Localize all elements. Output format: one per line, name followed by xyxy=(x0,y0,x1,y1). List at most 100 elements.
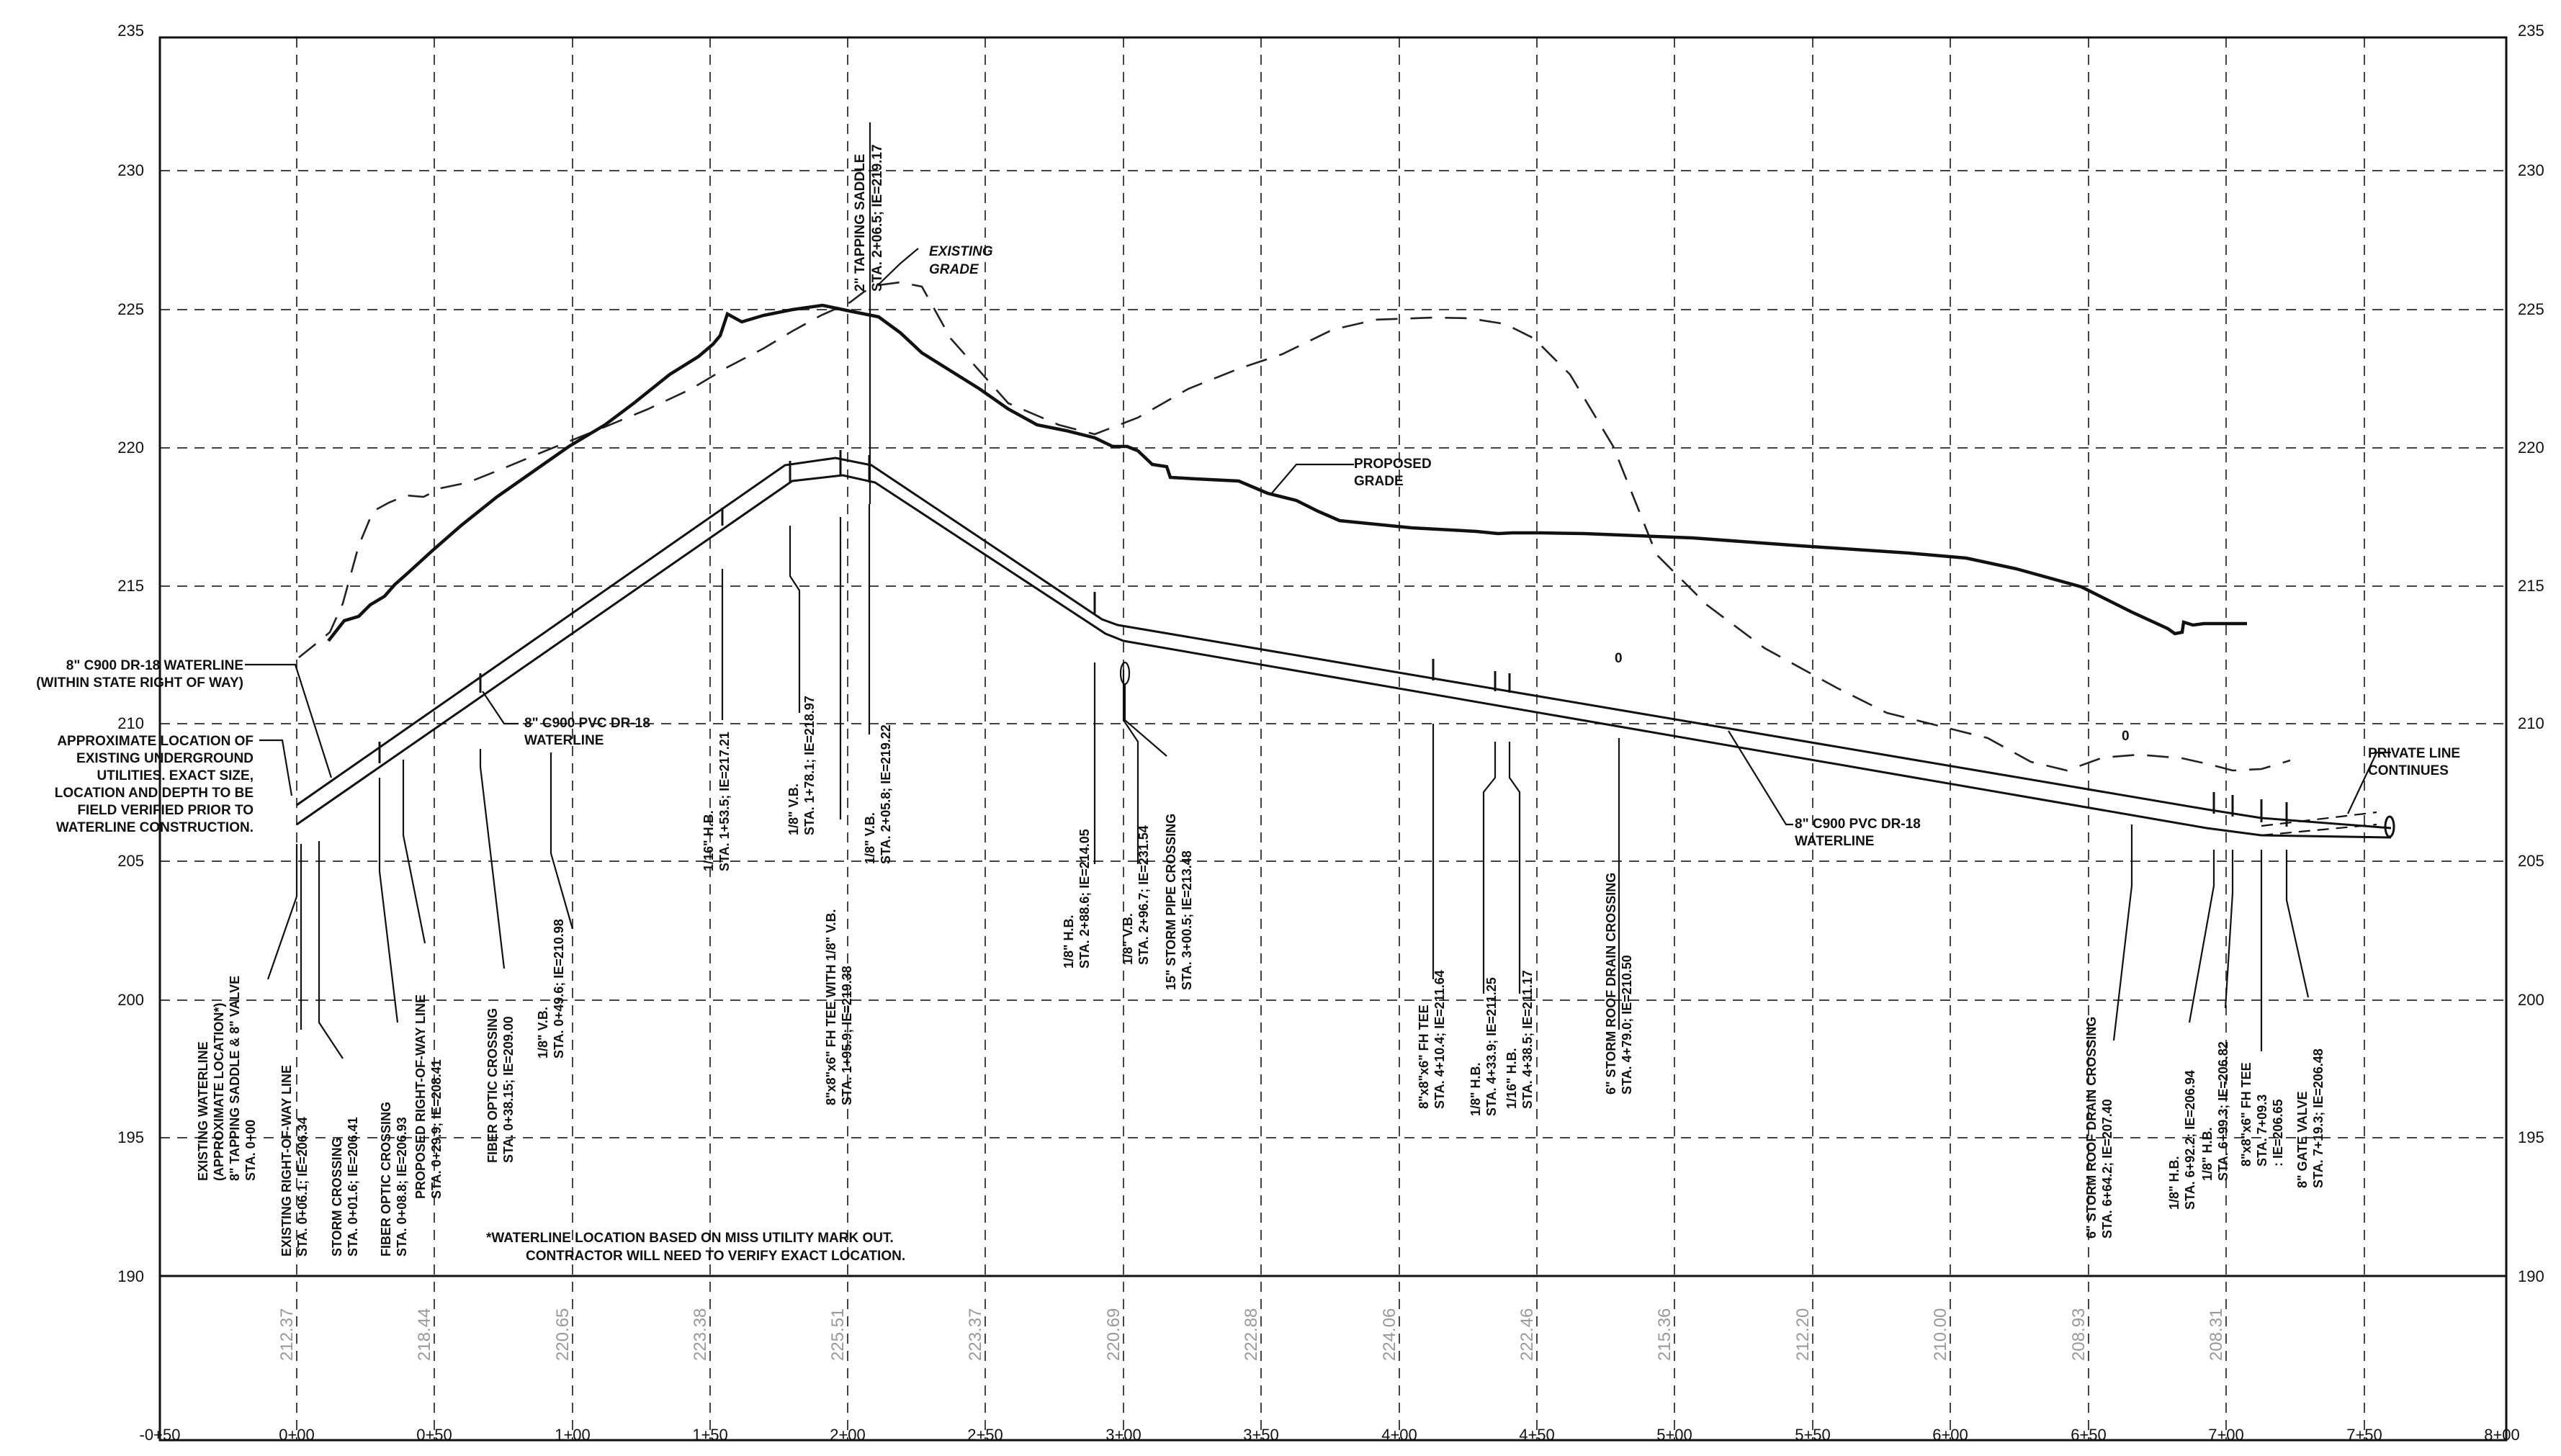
callout-roof-drain-1: 6" STORM ROOF DRAIN CROSSING STA. 4+79.0… xyxy=(1604,869,1634,1095)
grade-value: 222.88 xyxy=(1242,1308,1261,1361)
station-label: 7+00 xyxy=(2208,1426,2244,1444)
elev-label: 230 xyxy=(117,161,144,179)
elev-label: 215 xyxy=(2518,577,2544,595)
station-label: 1+50 xyxy=(692,1426,728,1444)
svg-text:CONTRACTOR WILL NEED TO VERIFY: CONTRACTOR WILL NEED TO VERIFY EXACT LOC… xyxy=(526,1249,905,1264)
proposed-waterline-pipe xyxy=(296,450,2395,839)
callout-hb-4339: 1/8" H.B. STA. 4+33.9; IE=211.25 xyxy=(1468,977,1499,1116)
svg-text:PROPOSED: PROPOSED xyxy=(1354,457,1432,472)
tapping-saddle-label: 2" TAPPING SADDLE STA. 2+06.5; IE=219.17 xyxy=(853,144,885,292)
callout-existing-waterline: EXISTING WATERLINE (APPROXIMATE LOCATION… xyxy=(196,972,258,1181)
callout-fiber-optic-2: FIBER OPTIC CROSSING STA. 0+38.15; IE=20… xyxy=(485,1005,516,1163)
grade-value: 212.20 xyxy=(1793,1308,1813,1361)
callout-vb-0496: 1/8" V.B. STA. 0+49.6; IE=210.98 xyxy=(536,919,566,1059)
grade-value: 223.37 xyxy=(966,1308,985,1361)
svg-text:(WITHIN STATE RIGHT OF WAY): (WITHIN STATE RIGHT OF WAY) xyxy=(36,675,243,691)
callout-existing-row: EXISTING RIGHT-OF-WAY LINE STA. 0+06.1; … xyxy=(279,1061,310,1257)
station-label: 6+00 xyxy=(1932,1426,1968,1444)
elev-label: 200 xyxy=(2518,991,2544,1009)
station-labels: -0+50 0+00 0+50 1+00 1+50 2+00 2+50 3+00… xyxy=(140,1426,2520,1444)
svg-text:FIELD VERIFIED PRIOR TO: FIELD VERIFIED PRIOR TO xyxy=(77,803,254,818)
right-elevation-labels: 235 230 225 220 215 210 205 200 195 190 xyxy=(2518,22,2544,1285)
grade-table-box xyxy=(158,1275,2508,1442)
callout-hb-1535: 1/16" H.B. STA. 1+53.5; IE=217.21 xyxy=(701,732,732,871)
elev-label: 220 xyxy=(2518,439,2544,457)
station-label: 3+00 xyxy=(1105,1426,1142,1444)
elev-label: 205 xyxy=(117,852,144,870)
grade-value: 208.93 xyxy=(2069,1308,2089,1361)
elev-label: 190 xyxy=(117,1267,144,1285)
existing-grade-values: 212.37 218.44 220.65 223.38 225.51 223.3… xyxy=(277,1308,2226,1361)
grade-value: 223.38 xyxy=(691,1308,710,1361)
callout-fh-tee-7093: 8"x8"x6" FH TEE STA. 7+09.3 : IE=206.65 xyxy=(2239,1059,2285,1167)
private-line-label: PRIVATE LINE CONTINUES xyxy=(2347,746,2460,814)
svg-text:CONTINUES: CONTINUES xyxy=(2368,763,2449,778)
station-label: 5+50 xyxy=(1795,1426,1831,1444)
svg-text:0: 0 xyxy=(1615,651,1623,666)
elev-label: 205 xyxy=(2518,852,2544,870)
elev-label: 230 xyxy=(2518,161,2544,179)
station-label: 0+00 xyxy=(279,1426,315,1444)
svg-text:8" C900 DR-18 WATERLINE: 8" C900 DR-18 WATERLINE xyxy=(66,658,243,673)
callout-fiber-optic-1: FIBER OPTIC CROSSING STA. 0+08.8; IE=206… xyxy=(379,1098,409,1257)
callout-roof-drain-2: 6" STORM ROOF DRAIN CROSSING STA. 6+64.2… xyxy=(2084,1013,2114,1239)
elev-label: 190 xyxy=(2518,1267,2544,1285)
svg-text:8" C900 PVC DR-18: 8" C900 PVC DR-18 xyxy=(1795,817,1921,832)
elev-label: 215 xyxy=(117,577,144,595)
elev-label: 235 xyxy=(117,22,144,40)
elev-label: 220 xyxy=(117,439,144,457)
svg-text:GRADE: GRADE xyxy=(1354,474,1404,489)
proposed-grade-line xyxy=(327,303,2247,642)
svg-text:UTILITIES. EXACT SIZE,: UTILITIES. EXACT SIZE, xyxy=(97,768,254,783)
station-label: 4+50 xyxy=(1519,1426,1555,1444)
station-label: 2+50 xyxy=(967,1426,1003,1444)
elev-label: 235 xyxy=(2518,22,2544,40)
grade-value: 218.44 xyxy=(415,1308,434,1361)
callout-fh-tee-4104: 8"x8"x6" FH TEE STA. 4+10.4; IE=211.64 xyxy=(1417,970,1447,1109)
grade-value: 225.51 xyxy=(828,1308,848,1361)
grade-value: 212.37 xyxy=(277,1308,297,1361)
elev-label: 195 xyxy=(2518,1128,2544,1146)
station-label: 8+00 xyxy=(2484,1426,2520,1444)
callout-hb-4385: 1/16" H.B. STA. 4+38.5; IE=211.17 xyxy=(1504,970,1535,1109)
elev-label: 195 xyxy=(117,1128,144,1146)
station-label: 2+00 xyxy=(830,1426,866,1444)
elev-label: 200 xyxy=(117,991,144,1009)
station-callouts: EXISTING WATERLINE (APPROXIMATE LOCATION… xyxy=(196,504,2325,1257)
grade-value: 208.31 xyxy=(2207,1308,2226,1361)
profile-frame xyxy=(158,36,2508,1442)
proposed-grade-label: PROPOSED GRADE xyxy=(1270,457,1432,495)
callout-hb-6922: 1/8" H.B. STA. 6+92.2; IE=206.94 xyxy=(2167,1070,2197,1210)
svg-text:GRADE: GRADE xyxy=(929,262,979,277)
station-label: 0+50 xyxy=(416,1426,452,1444)
callout-vb-2967: 1/8" V.B. STA. 2+96.7; IE=231.54 xyxy=(1121,825,1151,965)
svg-text:8" C900 PVC DR-18: 8" C900 PVC DR-18 xyxy=(524,716,650,731)
elev-label: 225 xyxy=(117,300,144,318)
callout-proposed-row: PROPOSED RIGHT-OF-WAY LINE STA. 0+29.9; … xyxy=(413,991,444,1199)
zero-marks: 0 0 xyxy=(1615,651,2130,744)
elevation-gridlines xyxy=(160,37,2506,1138)
svg-text:WATERLINE CONSTRUCTION.: WATERLINE CONSTRUCTION. xyxy=(56,820,254,835)
svg-text:EXISTING: EXISTING xyxy=(929,244,993,259)
grade-value: 220.69 xyxy=(1104,1308,1123,1361)
callout-gate-valve: 8" GATE VALVE STA. 7+19.3; IE=206.48 xyxy=(2295,1048,2325,1188)
left-elevation-labels: 235 230 225 220 215 210 205 200 195 190 xyxy=(117,22,144,1285)
svg-text:PRIVATE LINE: PRIVATE LINE xyxy=(2368,746,2460,761)
callout-storm-pipe: 15" STORM PIPE CROSSING STA. 3+00.5; IE=… xyxy=(1164,810,1194,990)
station-gridlines xyxy=(296,37,2365,1440)
elev-label: 210 xyxy=(2518,714,2544,732)
callout-vb-1781: 1/8" V.B. STA. 1+78.1; IE=218.97 xyxy=(786,696,817,835)
grade-value: 220.65 xyxy=(553,1308,573,1361)
callout-fh-tee-1959: 8"x8"x6" FH TEE WITH 1/8" V.B. STA. 1+95… xyxy=(824,905,854,1105)
station-label: 6+50 xyxy=(2071,1426,2107,1444)
callout-hb-6993: 1/8" H.B. STA. 6+99.3; IE=206.82 xyxy=(2200,1041,2230,1181)
station-label: 5+00 xyxy=(1656,1426,1692,1444)
station-label: 3+50 xyxy=(1243,1426,1279,1444)
svg-text:APPROXIMATE LOCATION OF: APPROXIMATE LOCATION OF xyxy=(57,734,254,749)
elev-label: 225 xyxy=(2518,300,2544,318)
svg-text:WATERLINE: WATERLINE xyxy=(1795,834,1874,849)
station-label: 7+50 xyxy=(2346,1426,2382,1444)
station-label: 1+00 xyxy=(555,1426,591,1444)
